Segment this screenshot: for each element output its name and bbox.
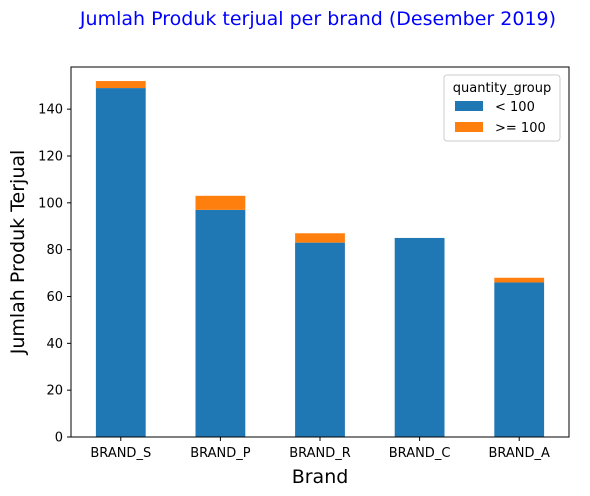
bar-brand-c-series-0 xyxy=(394,237,445,437)
y-tick-label: 0 xyxy=(55,431,63,446)
legend-label-under-100: < 100 xyxy=(495,100,535,115)
bar-brand-p-series-0 xyxy=(195,209,246,437)
bar-brand-p-series-1 xyxy=(195,195,246,210)
legend: quantity_group < 100 >= 100 xyxy=(443,74,561,142)
bar-brand-s-series-1 xyxy=(95,81,146,89)
bar-brand-r-series-0 xyxy=(295,242,345,437)
bar-brand-s-series-0 xyxy=(95,88,146,437)
legend-swatch-under-100 xyxy=(455,101,483,111)
y-tick-label: 140 xyxy=(38,103,63,118)
bar-brand-a-series-1 xyxy=(494,277,545,283)
y-tick-label: 20 xyxy=(46,384,63,399)
legend-swatch-100-plus xyxy=(455,122,483,132)
legend-label-100-plus: >= 100 xyxy=(495,121,546,136)
bar-brand-a-series-0 xyxy=(494,282,545,437)
x-axis: BRAND_S BRAND_P BRAND_R BRAND_C BRAND_A xyxy=(90,437,550,461)
y-tick-label: 120 xyxy=(38,149,63,164)
x-axis-label: Brand xyxy=(292,466,349,488)
y-tick-label: 60 xyxy=(46,290,63,305)
x-tick-label: BRAND_P xyxy=(190,446,251,461)
y-tick-label: 80 xyxy=(46,243,63,258)
bars-group xyxy=(95,81,545,437)
y-tick-label: 100 xyxy=(38,196,63,211)
bar-brand-r-series-1 xyxy=(295,233,345,243)
plot-frame xyxy=(70,66,570,438)
x-tick-label: BRAND_R xyxy=(289,446,351,461)
chart-title: Jumlah Produk terjual per brand (Desembe… xyxy=(79,8,556,30)
legend-title: quantity_group xyxy=(453,81,551,96)
y-axis: 0 20 40 60 80 100 120 140 xyxy=(38,103,71,446)
x-tick-label: BRAND_S xyxy=(90,446,151,461)
y-tick-label: 40 xyxy=(46,337,63,352)
x-tick-label: BRAND_A xyxy=(488,446,550,461)
y-axis-label: Jumlah Produk Terjual xyxy=(7,150,29,356)
x-tick-label: BRAND_C xyxy=(389,446,451,461)
